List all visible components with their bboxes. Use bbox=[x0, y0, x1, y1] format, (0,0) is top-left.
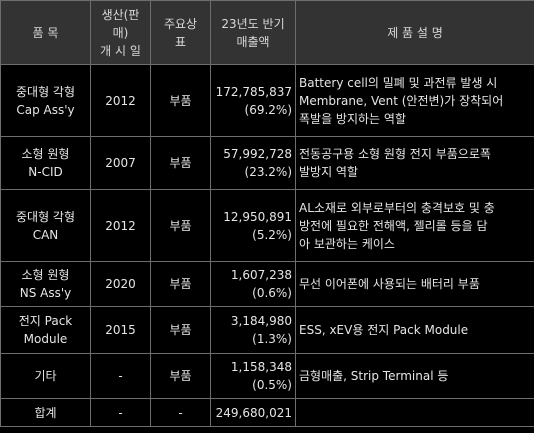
product-type-cell: 부품 bbox=[150, 353, 211, 399]
header-description: 제 품 설 명 bbox=[295, 0, 534, 65]
description-line: 금형매출, Strip Terminal 등 bbox=[299, 369, 449, 383]
sales-percent: (23.2%) bbox=[244, 165, 292, 179]
header-customer-line2: 표 bbox=[174, 34, 187, 49]
header-sales-line2: 매출액 bbox=[236, 34, 270, 49]
item-name-line: Module bbox=[23, 332, 68, 346]
description-cell: Battery cell의 밀폐 및 과전류 발생 시 Membrane, Ve… bbox=[295, 64, 534, 137]
table-row: 중대형 각형 Cap Ass'y 2012 부품 172,785,837 (69… bbox=[0, 64, 534, 137]
sales-cell: 3,184,980 (1.3%) bbox=[210, 306, 296, 354]
sales-amount: 57,992,728 bbox=[223, 147, 292, 161]
table-row: 기타 - 부품 1,158,348 (0.5%) 금형매출, Strip Ter… bbox=[0, 353, 534, 399]
item-cell: 중대형 각형 Cap Ass'y bbox=[0, 64, 91, 137]
item-cell: 소형 원형 N-CID bbox=[0, 136, 91, 190]
sales-percent: (5.2%) bbox=[252, 227, 292, 242]
description-line: Membrane, Vent (안전변)가 장착되어 bbox=[299, 93, 504, 108]
table-row: 소형 원형 NS Ass'y 2020 부품 1,607,238 (0.6%) … bbox=[0, 261, 534, 307]
header-customer-line1: 주요상 bbox=[163, 16, 198, 31]
description-cell: AL소재로 외부로부터의 충격보호 및 충 방전에 필요한 전해액, 젤리롤 등… bbox=[295, 189, 534, 262]
product-type-cell: 부품 bbox=[150, 189, 211, 262]
header-launch-line2: 매) bbox=[112, 25, 129, 40]
sales-amount: 1,158,348 bbox=[230, 360, 292, 374]
sales-amount: 172,785,837 bbox=[215, 84, 292, 99]
description-cell: ESS, xEV용 전지 Pack Module bbox=[295, 306, 534, 354]
launch-year-cell: 2015 bbox=[90, 306, 151, 354]
sales-cell: 12,950,891 (5.2%) bbox=[210, 189, 296, 262]
description-line: 폭발을 방지하는 역할 bbox=[299, 111, 406, 126]
sales-percent: (69.2%) bbox=[244, 102, 292, 117]
header-sales: 23년도 반기 매출액 bbox=[210, 0, 296, 65]
launch-year-cell: 2012 bbox=[90, 64, 151, 137]
header-launch-date: 생산(판 매) 개 시 일 bbox=[90, 0, 151, 65]
item-name-line: 전지 Pack bbox=[18, 314, 73, 328]
sales-cell: 1,607,238 (0.6%) bbox=[210, 261, 296, 307]
total-label: 합계 bbox=[0, 398, 91, 427]
product-type-cell: 부품 bbox=[150, 64, 211, 137]
total-type: - bbox=[150, 398, 211, 427]
total-amount: 249,680,021 bbox=[210, 398, 296, 427]
total-description bbox=[295, 398, 534, 427]
item-name-line: NS Ass'y bbox=[19, 286, 72, 300]
header-item: 품 목 bbox=[0, 0, 91, 65]
header-item-label: 품 목 bbox=[32, 25, 59, 40]
sales-amount: 1,607,238 bbox=[230, 268, 292, 282]
description-cell: 무선 이어폰에 사용되는 배터리 부품 bbox=[295, 261, 534, 307]
item-cell: 중대형 각형 CAN bbox=[0, 189, 91, 262]
item-name-line: 소형 원형 bbox=[21, 147, 70, 161]
product-type-cell: 부품 bbox=[150, 261, 211, 307]
header-sales-line1: 23년도 반기 bbox=[221, 16, 285, 31]
sales-cell: 57,992,728 (23.2%) bbox=[210, 136, 296, 190]
item-name-line: 중대형 각형 bbox=[15, 84, 75, 99]
header-customer: 주요상 표 bbox=[150, 0, 211, 65]
description-line: 아 보관하는 케이스 bbox=[299, 236, 395, 251]
launch-year-cell: - bbox=[90, 353, 151, 399]
table-row: 전지 Pack Module 2015 부품 3,184,980 (1.3%) … bbox=[0, 306, 534, 354]
description-line: Battery cell의 밀폐 및 과전류 발생 시 bbox=[299, 75, 498, 90]
item-cell: 전지 Pack Module bbox=[0, 306, 91, 354]
item-name-line: 기타 bbox=[34, 369, 57, 383]
item-cell: 기타 bbox=[0, 353, 91, 399]
sales-amount: 12,950,891 bbox=[223, 209, 292, 224]
description-line: 방전에 필요한 전해액, 젤리롤 등을 담 bbox=[299, 218, 488, 233]
description-line: AL소재로 외부로부터의 충격보호 및 충 bbox=[299, 200, 495, 215]
sales-amount: 3,184,980 bbox=[230, 314, 292, 328]
header-launch-line1: 생산(판 bbox=[101, 7, 140, 22]
item-name-line: CAN bbox=[32, 227, 59, 242]
item-cell: 소형 원형 NS Ass'y bbox=[0, 261, 91, 307]
sales-percent: (1.3%) bbox=[252, 332, 292, 346]
description-line: ESS, xEV용 전지 Pack Module bbox=[299, 323, 469, 337]
sales-percent: (0.5%) bbox=[252, 378, 292, 392]
sales-percent: (0.6%) bbox=[252, 286, 292, 300]
launch-year-cell: 2007 bbox=[90, 136, 151, 190]
table-row: 소형 원형 N-CID 2007 부품 57,992,728 (23.2%) 전… bbox=[0, 136, 534, 190]
item-name-line: N-CID bbox=[28, 165, 63, 179]
sales-cell: 1,158,348 (0.5%) bbox=[210, 353, 296, 399]
product-type-cell: 부품 bbox=[150, 136, 211, 190]
item-name-line: 소형 원형 bbox=[21, 268, 70, 282]
launch-year-cell: 2012 bbox=[90, 189, 151, 262]
description-cell: 금형매출, Strip Terminal 등 bbox=[295, 353, 534, 399]
description-line: 전동공구용 소형 원형 전지 부품으로폭 bbox=[299, 147, 491, 161]
header-description-label: 제 품 설 명 bbox=[387, 25, 443, 40]
table-row: 중대형 각형 CAN 2012 부품 12,950,891 (5.2%) AL소… bbox=[0, 189, 534, 262]
launch-year-cell: 2020 bbox=[90, 261, 151, 307]
header-launch-line3: 개 시 일 bbox=[100, 43, 141, 58]
total-year: - bbox=[90, 398, 151, 427]
sales-cell: 172,785,837 (69.2%) bbox=[210, 64, 296, 137]
item-name-line: Cap Ass'y bbox=[16, 102, 75, 117]
total-row: 합계 - - 249,680,021 bbox=[0, 398, 534, 427]
description-line: 발방지 역할 bbox=[299, 165, 359, 179]
header-row: 품 목 생산(판 매) 개 시 일 주요상 표 23년도 반기 매출액 제 품 … bbox=[0, 0, 534, 65]
description-line: 무선 이어폰에 사용되는 배터리 부품 bbox=[299, 277, 480, 291]
description-cell: 전동공구용 소형 원형 전지 부품으로폭 발방지 역할 bbox=[295, 136, 534, 190]
product-type-cell: 부품 bbox=[150, 306, 211, 354]
item-name-line: 중대형 각형 bbox=[15, 209, 75, 224]
